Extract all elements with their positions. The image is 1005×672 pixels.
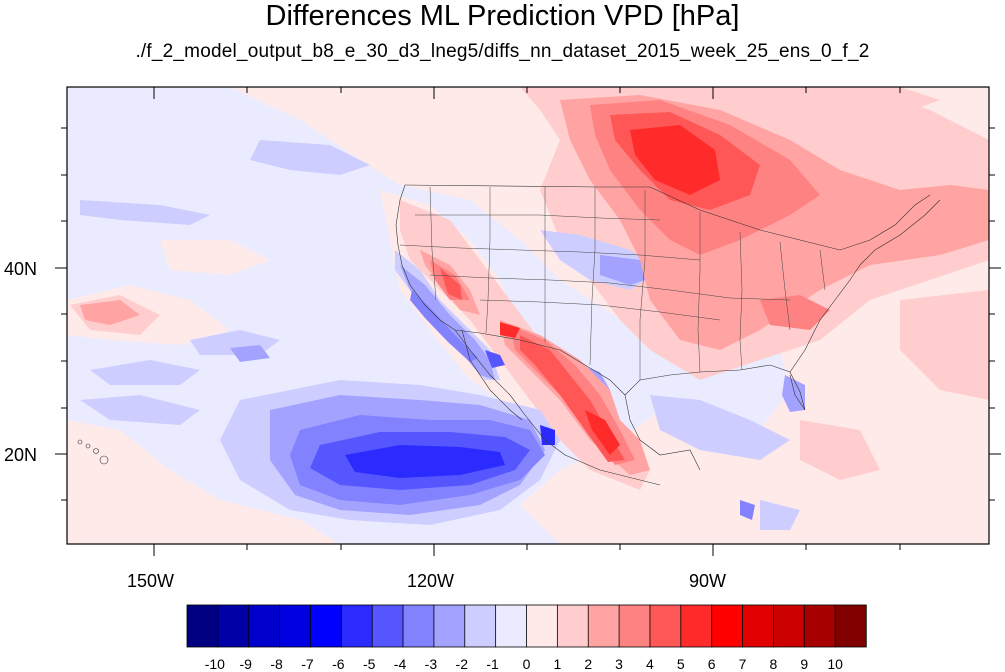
tick-marks <box>55 87 1001 556</box>
colorbar-swatch <box>433 604 466 648</box>
colorbar-swatch <box>742 604 775 648</box>
colorbar-tick-label: 6 <box>707 656 716 672</box>
colorbar-tick-label: -5 <box>362 656 376 672</box>
colorbar-tick-label: 8 <box>769 656 778 672</box>
colorbar-tick-label: -4 <box>393 656 407 672</box>
lat-label-20n: 20N <box>4 445 38 465</box>
colorbar-swatch <box>310 604 343 648</box>
colorbar-swatch <box>803 604 836 648</box>
state-lines <box>399 186 826 380</box>
colorbar-tick-label: 3 <box>615 656 623 672</box>
colorbar-tick-label: -8 <box>270 656 283 672</box>
colorbar-tick-label: 7 <box>738 656 747 672</box>
contour-field <box>67 87 989 544</box>
colorbar-swatch <box>618 604 651 648</box>
colorbar-swatch <box>587 604 620 648</box>
lon-label-120w: 120W <box>407 571 455 591</box>
colorbar-tick-label: -9 <box>239 656 252 672</box>
deepest-blue-core <box>345 425 555 478</box>
colorbar <box>186 604 867 648</box>
hawaii-islands <box>77 439 109 465</box>
colorbar-swatch <box>371 604 404 648</box>
colorbar-tick-label: 0 <box>522 656 531 672</box>
colorbar-swatch <box>711 604 744 648</box>
colorbar-tick-label: 4 <box>646 656 654 672</box>
core-red-patches <box>500 125 720 455</box>
colorbar-swatch <box>248 604 281 648</box>
colorbar-swatch <box>186 604 219 648</box>
colorbar-swatch <box>526 604 559 648</box>
colorbar-tick-label: -2 <box>455 656 468 672</box>
map-subtitle: ./f_2_model_output_b8_e_30_d3_lneg5/diff… <box>135 41 870 62</box>
colorbar-swatch <box>680 604 713 648</box>
colorbar-tick-label: -6 <box>332 656 345 672</box>
political-boundaries <box>395 184 941 486</box>
lon-label-90w: 90W <box>689 571 727 591</box>
colorbar-tick-label: 2 <box>584 656 593 672</box>
colorbar-swatch <box>649 604 682 648</box>
colorbar-tick-label: 5 <box>676 656 685 672</box>
colorbar-swatch <box>340 604 373 648</box>
colorbar-swatch <box>773 604 805 648</box>
colorbar-swatch <box>402 604 435 648</box>
colorbar-tick-label: -10 <box>204 656 225 672</box>
plot-frame <box>66 86 990 545</box>
colorbar-tick-label: 1 <box>553 656 562 672</box>
colorbar-tick-label: -1 <box>486 656 499 672</box>
colorbar-swatch <box>217 604 250 648</box>
colorbar-swatch <box>279 604 312 648</box>
colorbar-swatch <box>556 604 589 648</box>
colorbar-swatch <box>495 604 528 648</box>
lon-label-150w: 150W <box>127 571 175 591</box>
colorbar-swatch <box>464 604 497 648</box>
colorbar-tick-label: -7 <box>301 656 314 672</box>
lat-label-40n: 40N <box>4 259 38 279</box>
colorbar-tick-label: 9 <box>800 656 809 672</box>
colorbar-swatch <box>834 604 867 648</box>
map-title: Differences ML Prediction VPD [hPa] <box>265 0 740 32</box>
colorbar-tick-label: 10 <box>827 656 843 672</box>
colorbar-tick-label: -3 <box>424 656 438 672</box>
